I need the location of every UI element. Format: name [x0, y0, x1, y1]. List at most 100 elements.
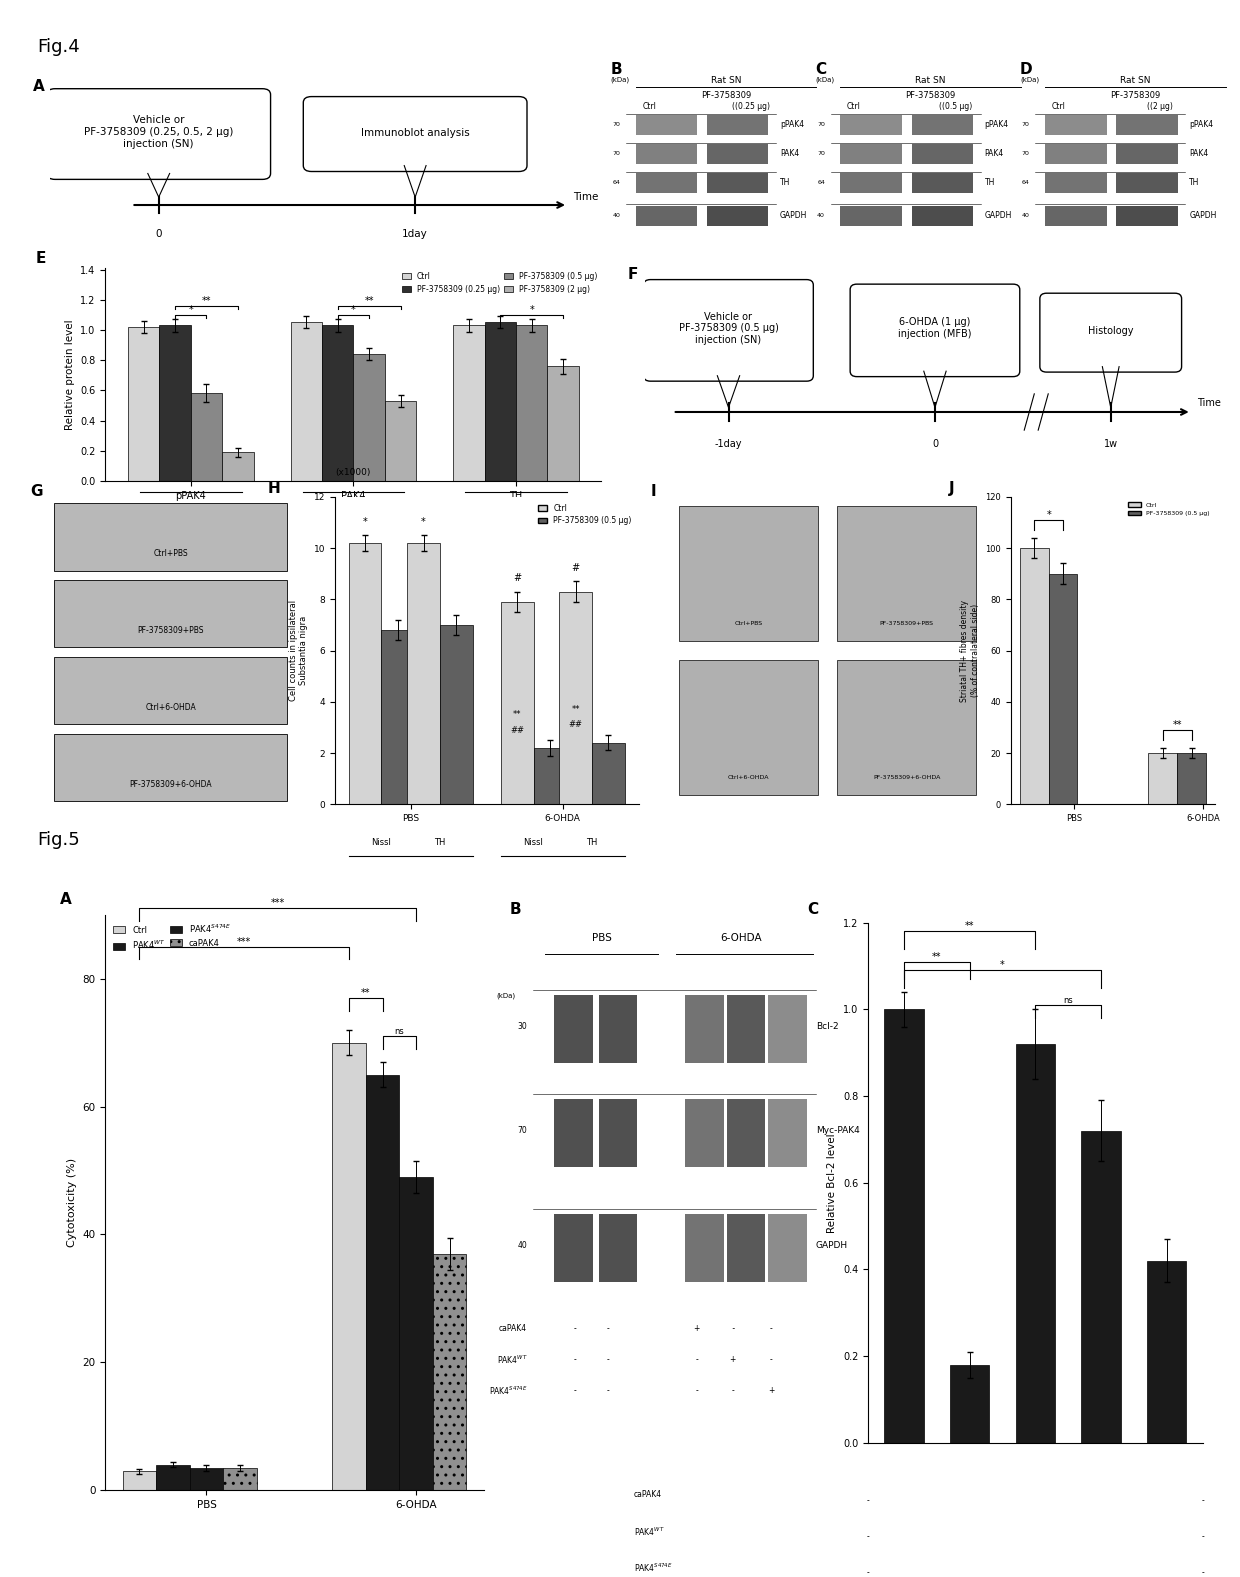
- Text: TH: TH: [587, 837, 598, 847]
- Text: Nissl: Nissl: [372, 837, 392, 847]
- Text: Ctrl+PBS: Ctrl+PBS: [734, 621, 763, 626]
- Bar: [485, 322, 516, 481]
- Bar: [1045, 207, 1106, 226]
- Text: *: *: [1001, 960, 1004, 970]
- Bar: [911, 173, 973, 194]
- Bar: [841, 207, 901, 226]
- Bar: [841, 173, 901, 194]
- Bar: [684, 1099, 724, 1167]
- Text: PAK4: PAK4: [985, 148, 1004, 158]
- Bar: [547, 366, 579, 481]
- Y-axis label: Relative Bcl-2 level: Relative Bcl-2 level: [827, 1132, 837, 1233]
- Bar: [160, 325, 191, 481]
- Text: **: **: [572, 705, 580, 714]
- Text: 40: 40: [817, 213, 825, 218]
- Text: 0: 0: [155, 229, 162, 238]
- Bar: [636, 115, 697, 136]
- Bar: [707, 173, 769, 194]
- Legend: Ctrl, PAK4$^{WT}$, PAK4$^{S474E}$, caPAK4: Ctrl, PAK4$^{WT}$, PAK4$^{S474E}$, caPAK…: [109, 919, 234, 954]
- Bar: [1045, 173, 1106, 194]
- Text: ((0.25 μg): ((0.25 μg): [732, 103, 770, 110]
- Bar: [1081, 1131, 1121, 1443]
- Text: D: D: [1021, 62, 1033, 77]
- Bar: [440, 624, 472, 804]
- Text: ((0.5 μg): ((0.5 μg): [939, 103, 972, 110]
- Text: Fig.5: Fig.5: [37, 831, 79, 848]
- Y-axis label: Relative protein level: Relative protein level: [64, 319, 74, 431]
- Text: B: B: [611, 62, 622, 77]
- Text: Rat SN: Rat SN: [915, 76, 946, 85]
- Text: -: -: [1202, 1569, 1204, 1577]
- Text: pPAK4: pPAK4: [780, 120, 804, 129]
- Text: H: H: [268, 481, 280, 497]
- Bar: [1116, 173, 1178, 194]
- Text: 70: 70: [613, 121, 620, 128]
- Text: C: C: [816, 62, 827, 77]
- Bar: [1116, 145, 1178, 164]
- Text: ns: ns: [1064, 997, 1073, 1005]
- Text: *: *: [351, 304, 356, 315]
- Text: **: **: [202, 296, 211, 306]
- Bar: [128, 326, 160, 481]
- Bar: [554, 1099, 593, 1167]
- Text: 70: 70: [613, 151, 620, 156]
- Text: -1day: -1day: [714, 440, 743, 449]
- Text: -: -: [696, 1386, 698, 1396]
- Text: -: -: [867, 1533, 869, 1541]
- Bar: [636, 207, 697, 226]
- Bar: [841, 115, 901, 136]
- Bar: [707, 115, 769, 136]
- Text: -: -: [770, 1325, 773, 1333]
- Text: -: -: [730, 1325, 735, 1333]
- Text: Time: Time: [573, 192, 599, 202]
- Y-axis label: Cell counts in ipsilateral
Substantia nigra: Cell counts in ipsilateral Substantia ni…: [289, 599, 308, 702]
- Bar: [384, 401, 417, 481]
- Text: -: -: [606, 1325, 609, 1333]
- Bar: [1177, 752, 1205, 804]
- Text: Rat SN: Rat SN: [1120, 76, 1151, 85]
- Bar: [222, 453, 254, 481]
- Text: -: -: [573, 1325, 577, 1333]
- Text: 1w: 1w: [1104, 440, 1117, 449]
- Text: -: -: [770, 1355, 773, 1364]
- Text: -: -: [606, 1386, 609, 1396]
- Text: caPAK4: caPAK4: [634, 1490, 662, 1500]
- Bar: [123, 1471, 156, 1490]
- Bar: [727, 1099, 765, 1167]
- Text: Ctrl: Ctrl: [1052, 103, 1065, 110]
- FancyBboxPatch shape: [644, 279, 813, 382]
- Bar: [1016, 1044, 1055, 1443]
- Bar: [1147, 1262, 1187, 1443]
- Text: PAK4$^{WT}$: PAK4$^{WT}$: [496, 1353, 527, 1366]
- Text: 70: 70: [1022, 151, 1029, 156]
- Text: F: F: [629, 267, 639, 282]
- Bar: [950, 1364, 990, 1443]
- Text: 70: 70: [817, 151, 825, 156]
- Text: **: **: [965, 921, 975, 930]
- Text: GAPDH: GAPDH: [816, 1241, 848, 1249]
- Text: Nissl: Nissl: [523, 837, 543, 847]
- Bar: [55, 580, 286, 648]
- Text: pPAK4: pPAK4: [1189, 120, 1213, 129]
- Text: 40: 40: [1022, 213, 1029, 218]
- Bar: [348, 542, 382, 804]
- Bar: [382, 629, 414, 804]
- Text: Ctrl+6-OHDA: Ctrl+6-OHDA: [145, 703, 196, 713]
- Text: TH: TH: [985, 178, 994, 188]
- Text: PF-3758309: PF-3758309: [701, 91, 751, 99]
- Text: GAPDH: GAPDH: [985, 211, 1012, 219]
- Bar: [636, 145, 697, 164]
- Text: -: -: [606, 1355, 609, 1364]
- Text: (x1000): (x1000): [335, 468, 371, 478]
- Text: TH: TH: [1189, 178, 1199, 188]
- Text: **: **: [513, 710, 521, 719]
- Bar: [554, 1214, 593, 1282]
- Bar: [516, 325, 547, 481]
- Bar: [156, 1465, 190, 1490]
- Text: 64: 64: [1022, 180, 1029, 185]
- Bar: [533, 747, 567, 804]
- Text: #: #: [513, 574, 521, 583]
- Text: PBS: PBS: [591, 934, 611, 943]
- Text: -: -: [732, 1386, 734, 1396]
- Text: Ctrl+PBS: Ctrl+PBS: [154, 549, 187, 558]
